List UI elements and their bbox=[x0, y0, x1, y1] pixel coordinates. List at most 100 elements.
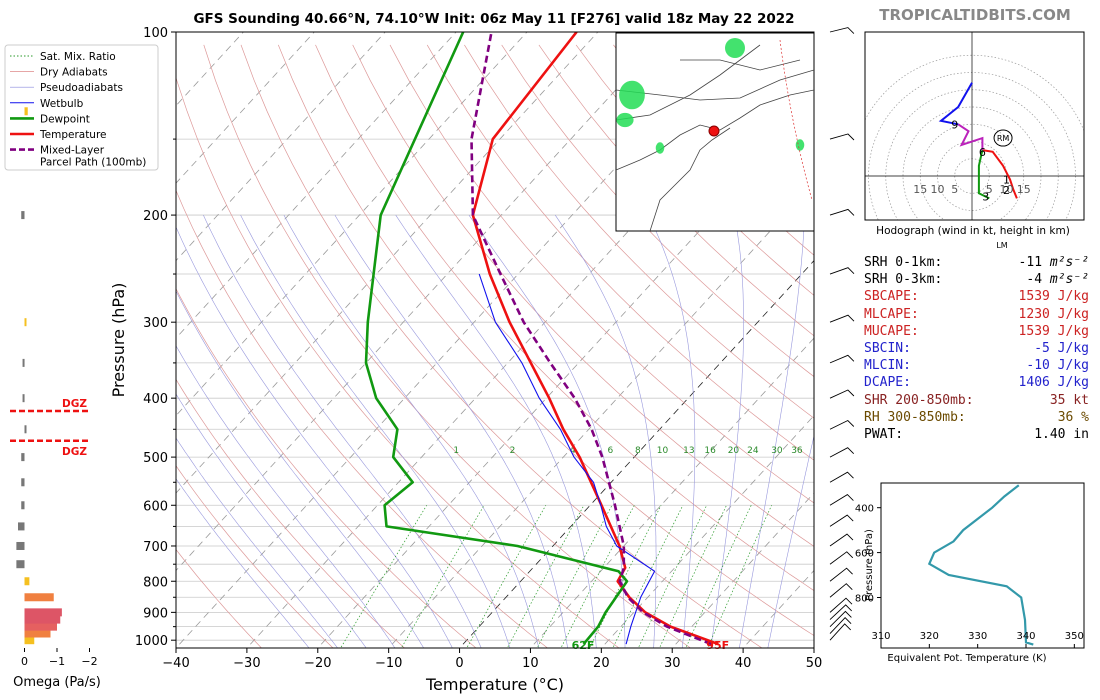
hodo-ring-label: 5 bbox=[986, 183, 993, 196]
mixing-ratio-line bbox=[637, 505, 708, 648]
hodo-trace bbox=[957, 123, 984, 151]
pseudoadiabat bbox=[203, 214, 482, 648]
legend-label: Dry Adiabats bbox=[40, 67, 108, 79]
map-precip-blob bbox=[725, 38, 745, 58]
hodograph-caption: Hodograph (wind in kt, height in km) bbox=[876, 225, 1070, 237]
param-pwat: PWAT: 1.40 in bbox=[864, 427, 1089, 443]
theta-e-x-tick-label: 340 bbox=[1016, 631, 1035, 642]
omega-bar bbox=[24, 636, 35, 645]
dry-adiabat bbox=[240, 44, 763, 648]
mixing-ratio-line bbox=[707, 505, 772, 648]
pseudoadiabat bbox=[176, 290, 424, 648]
dry-adiabat bbox=[389, 44, 814, 504]
mixing-ratio-line bbox=[560, 505, 635, 648]
wind-barb bbox=[829, 267, 855, 275]
map-boundary bbox=[649, 127, 731, 232]
wind-barb bbox=[829, 551, 854, 565]
omega-bar bbox=[24, 318, 27, 327]
omega-bar bbox=[21, 453, 25, 462]
mixing-ratio-line bbox=[536, 505, 613, 648]
isotherm-line bbox=[176, 32, 457, 339]
param-srh-0-3: SRH 0-3km: -4 m²s⁻² bbox=[864, 272, 1089, 288]
dry-adiabat bbox=[315, 44, 814, 591]
x-tick-label: 0 bbox=[455, 656, 463, 671]
omega-bar bbox=[16, 541, 25, 550]
y-axis-title: Pressure (hPa) bbox=[109, 283, 128, 398]
y-tick-label: 1000 bbox=[135, 634, 168, 649]
legend-label: Sat. Mix. Ratio bbox=[40, 51, 116, 63]
isotherm-line bbox=[176, 32, 386, 262]
wind-barb bbox=[829, 354, 855, 364]
pseudoadiabat bbox=[176, 226, 453, 648]
omega-bar bbox=[24, 577, 30, 586]
legend-label: Wetbulb bbox=[40, 98, 84, 110]
theta-e-x-title: Equivalent Pot. Temperature (K) bbox=[887, 653, 1046, 664]
dry-adiabat bbox=[203, 44, 692, 648]
y-tick-label: 400 bbox=[143, 392, 168, 407]
wind-barb bbox=[829, 494, 854, 506]
pseudoadiabat bbox=[710, 215, 744, 648]
x-tick-label: 10 bbox=[522, 656, 539, 671]
theta-e-x-tick-label: 330 bbox=[968, 631, 987, 642]
omega-bar bbox=[21, 211, 25, 220]
wind-barb bbox=[829, 133, 855, 141]
pseudoadiabat bbox=[767, 434, 814, 648]
legend-label: Dewpoint bbox=[40, 113, 90, 125]
map-location-marker bbox=[708, 125, 720, 137]
legend-label: Temperature bbox=[39, 129, 107, 141]
parcel-line bbox=[470, 32, 712, 646]
legend-box bbox=[4, 44, 159, 171]
dry-adiabat bbox=[176, 189, 549, 648]
pseudoadiabat bbox=[240, 214, 511, 648]
surface-temperature-label: 95F bbox=[706, 639, 729, 652]
x-tick-label: 50 bbox=[806, 656, 823, 671]
param-sbcin: SBCIN: -5 J/kg bbox=[864, 341, 1089, 357]
temperature-line bbox=[471, 32, 719, 646]
legend-label: Parcel Path (100mb) bbox=[40, 157, 146, 169]
omega-bar bbox=[21, 501, 25, 510]
omega-tick-label: −1 bbox=[49, 655, 65, 668]
omega-bar bbox=[22, 358, 25, 367]
dry-adiabat bbox=[176, 76, 620, 648]
omega-bar bbox=[24, 425, 27, 434]
omega-bar bbox=[24, 593, 54, 602]
hodo-ring-label: 15 bbox=[913, 183, 927, 196]
wind-barb bbox=[829, 471, 854, 483]
isotherm-line bbox=[671, 492, 814, 648]
wind-barb bbox=[829, 583, 853, 598]
omega-bar bbox=[24, 629, 51, 638]
wind-barb bbox=[829, 514, 854, 527]
theta-e-panel: 310 320 330 340 350 400 600 800 Equivalent Pot. … bbox=[855, 482, 1085, 664]
skewt-frame bbox=[175, 31, 815, 649]
isotherm-line bbox=[176, 32, 528, 417]
x-tick-label: −20 bbox=[304, 656, 331, 671]
inset-map bbox=[615, 32, 815, 232]
y-tick-label: 900 bbox=[143, 606, 168, 621]
x-tick-label: −40 bbox=[162, 656, 189, 671]
wind-barbs bbox=[829, 27, 855, 641]
dewpoint-line bbox=[364, 32, 629, 645]
map-contour bbox=[779, 39, 813, 201]
hodo-ring-label: 10 bbox=[1000, 183, 1014, 196]
dgz-label: DGZ bbox=[62, 398, 87, 410]
mixing-ratio-label: 6 bbox=[607, 446, 613, 456]
wind-barb bbox=[829, 533, 854, 547]
y-tick-label: 600 bbox=[143, 499, 168, 514]
y-tick-label: 100 bbox=[143, 26, 168, 41]
wind-barb bbox=[829, 208, 855, 216]
x-tick-label: −30 bbox=[233, 656, 260, 671]
dgz-label: DGZ bbox=[62, 446, 87, 458]
hodo-trace bbox=[977, 149, 990, 200]
legend-label: Pseudoadiabats bbox=[40, 82, 123, 94]
x-axis-title: Temperature (°C) bbox=[425, 675, 564, 694]
x-tick-label: 40 bbox=[735, 656, 752, 671]
mixing-ratio-label: 30 bbox=[771, 446, 783, 456]
y-tick-label: 200 bbox=[143, 209, 168, 224]
param-dcape: DCAPE: 1406 J/kg bbox=[864, 375, 1089, 391]
isotherm-line bbox=[600, 414, 814, 648]
chart-title: GFS Sounding 40.66°N, 74.10°W Init: 06z … bbox=[193, 11, 794, 27]
wind-barb bbox=[829, 389, 855, 399]
y-tick-label: 700 bbox=[143, 540, 168, 555]
